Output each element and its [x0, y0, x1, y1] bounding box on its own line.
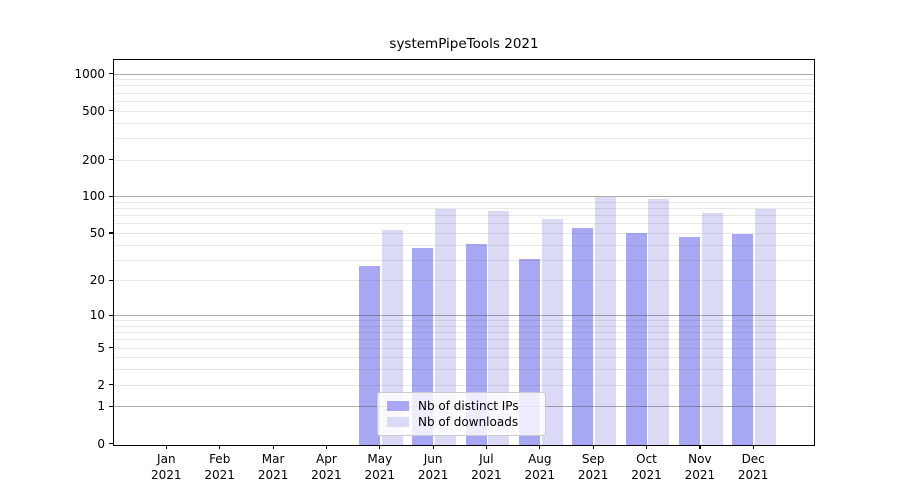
x-tick-jun	[432, 444, 434, 449]
x-tick-label-jul: Jul 2021	[471, 452, 502, 482]
x-tick-aug	[539, 444, 541, 449]
gridline-minor-30	[114, 259, 814, 261]
y-tick-label-10: 10	[89, 308, 105, 323]
bar-distinct-ips-may-2021	[359, 266, 380, 445]
gridline-minor-6	[114, 339, 814, 341]
y-tick-label-0: 0	[97, 436, 105, 451]
bar-distinct-ips-oct-2021	[625, 232, 647, 445]
legend-label-downloads: Nb of downloads	[418, 415, 519, 429]
gridline-minor-20	[114, 280, 814, 282]
grid-layer	[114, 60, 814, 445]
gridline-minor-9	[114, 320, 814, 322]
x-tick-apr	[325, 444, 328, 449]
bar-distinct-ips-sep-2021	[572, 228, 594, 445]
gridline-major-10	[114, 315, 814, 317]
gridline-minor-70	[114, 215, 814, 217]
bar-downloads-nov-2021	[701, 213, 723, 445]
y-tick-100	[109, 195, 113, 197]
gridline-minor-800	[114, 85, 814, 87]
gridline-minor-60	[114, 223, 814, 225]
gridline-minor-40	[114, 244, 814, 246]
bar-distinct-ips-nov-2021	[679, 237, 701, 445]
y-tick-1	[109, 405, 113, 408]
gridline-minor-200	[114, 159, 814, 161]
gridline-minor-600	[114, 100, 814, 102]
x-tick-label-oct: Oct 2021	[631, 452, 662, 482]
y-tick-50	[109, 232, 113, 234]
legend: Nb of distinct IPs Nb of downloads	[377, 392, 546, 436]
y-tick-label-5: 5	[97, 340, 105, 355]
x-tick-jan	[165, 444, 167, 449]
x-tick-dec	[752, 444, 754, 449]
legend-swatch-downloads	[387, 417, 409, 427]
gridline-minor-4	[114, 357, 814, 359]
bar-downloads-jul-2021	[488, 210, 510, 445]
x-tick-mar	[272, 444, 274, 449]
x-tick-label-apr: Apr 2021	[311, 452, 342, 482]
x-tick-label-feb: Feb 2021	[204, 452, 235, 482]
gridline-minor-5	[114, 347, 814, 349]
gridline-minor-50	[114, 232, 814, 234]
gridline-minor-7	[114, 332, 814, 334]
gridline-minor-300	[114, 137, 814, 139]
bar-downloads-aug-2021	[541, 218, 563, 445]
gridline-minor-90	[114, 201, 814, 203]
x-tick-label-sep: Sep 2021	[577, 452, 609, 482]
x-tick-nov	[699, 444, 701, 449]
x-tick-label-jun: Jun 2021	[417, 452, 449, 482]
y-tick-500	[109, 110, 113, 112]
y-tick-label-1: 1	[97, 399, 105, 414]
y-tick-5	[109, 347, 113, 349]
bar-downloads-may-2021	[381, 229, 403, 445]
legend-label-distinct-ips: Nb of distinct IPs	[418, 399, 519, 413]
gridline-minor-400	[114, 122, 814, 124]
y-tick-label-500: 500	[82, 103, 105, 118]
x-tick-jul	[485, 444, 488, 449]
gridline-minor-8	[114, 325, 814, 327]
y-tick-20	[109, 279, 113, 282]
y-tick-label-2: 2	[97, 377, 105, 392]
x-tick-label-aug: Aug 2021	[524, 452, 556, 482]
bar-downloads-jun-2021	[434, 208, 456, 445]
y-tick-label-200: 200	[82, 152, 105, 167]
bar-distinct-ips-dec-2021	[732, 233, 754, 445]
bar-downloads-dec-2021	[754, 208, 776, 445]
gridline-minor-700	[114, 92, 814, 94]
plot-area: Nb of distinct IPs Nb of downloads	[113, 59, 815, 446]
x-tick-label-may: May 2021	[364, 452, 396, 482]
y-tick-label-1000: 1000	[74, 66, 105, 81]
x-tick-label-nov: Nov 2021	[684, 452, 716, 482]
legend-item-downloads: Nb of downloads	[387, 416, 545, 428]
bar-downloads-oct-2021	[648, 198, 670, 445]
y-tick-label-50: 50	[89, 225, 105, 240]
y-tick-label-100: 100	[82, 189, 105, 204]
y-tick-1000	[109, 73, 113, 75]
gridline-minor-500	[114, 110, 814, 112]
y-tick-2	[109, 384, 113, 386]
gridline-minor-2	[114, 384, 814, 386]
x-tick-label-dec: Dec 2021	[737, 452, 769, 482]
bars-layer	[114, 60, 814, 445]
gridline-minor-80	[114, 208, 814, 210]
x-tick-oct	[646, 444, 648, 449]
gridline-minor-900	[114, 79, 814, 81]
bar-downloads-sep-2021	[594, 197, 616, 445]
x-tick-feb	[219, 444, 221, 449]
gridline-major-1000	[114, 73, 814, 75]
y-tick-0	[109, 443, 113, 445]
legend-swatch-distinct-ips	[387, 401, 409, 411]
x-tick-label-jan: Jan 2021	[151, 452, 182, 482]
gridline-minor-3	[114, 369, 814, 371]
chart-title: systemPipeTools 2021	[389, 36, 539, 52]
x-tick-sep	[592, 444, 594, 449]
x-tick-may	[379, 444, 381, 449]
gridline-major-100	[114, 196, 814, 198]
x-tick-label-mar: Mar 2021	[257, 452, 289, 482]
y-tick-label-20: 20	[89, 273, 105, 288]
y-tick-10	[109, 314, 113, 316]
y-tick-200	[109, 159, 113, 161]
legend-item-distinct-ips: Nb of distinct IPs	[387, 400, 545, 412]
